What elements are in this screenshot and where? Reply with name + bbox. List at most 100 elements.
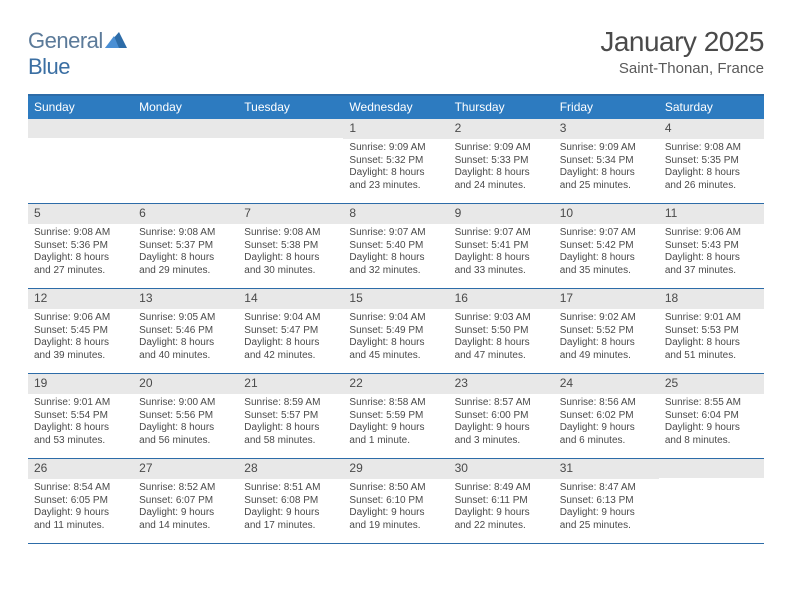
detail-line-sunrise: Sunrise: 8:57 AM (455, 397, 548, 410)
logo: GeneralBlue (28, 28, 127, 80)
detail-line-sunrise: Sunrise: 9:01 AM (34, 397, 127, 410)
day-details (133, 138, 238, 145)
detail-line-dl2: and 23 minutes. (349, 180, 442, 193)
day-details: Sunrise: 8:49 AMSunset: 6:11 PMDaylight:… (449, 479, 554, 536)
week-row: 26Sunrise: 8:54 AMSunset: 6:05 PMDayligh… (28, 459, 764, 544)
day-header: Sunday (28, 96, 133, 119)
day-details: Sunrise: 9:08 AMSunset: 5:36 PMDaylight:… (28, 224, 133, 281)
detail-line-dl1: Daylight: 8 hours (34, 422, 127, 435)
logo-general: General (28, 28, 103, 53)
detail-line-sunset: Sunset: 5:54 PM (34, 410, 127, 423)
detail-line-dl1: Daylight: 8 hours (455, 337, 548, 350)
day-number: 18 (659, 289, 764, 309)
detail-line-dl1: Daylight: 8 hours (455, 167, 548, 180)
day-number: 1 (343, 119, 448, 139)
day-details: Sunrise: 9:07 AMSunset: 5:40 PMDaylight:… (343, 224, 448, 281)
detail-line-sunrise: Sunrise: 9:07 AM (349, 227, 442, 240)
week-row: 19Sunrise: 9:01 AMSunset: 5:54 PMDayligh… (28, 374, 764, 459)
detail-line-dl1: Daylight: 8 hours (139, 252, 232, 265)
detail-line-sunrise: Sunrise: 9:07 AM (455, 227, 548, 240)
detail-line-sunrise: Sunrise: 8:55 AM (665, 397, 758, 410)
day-number: 31 (554, 459, 659, 479)
day-details: Sunrise: 8:54 AMSunset: 6:05 PMDaylight:… (28, 479, 133, 536)
detail-line-dl2: and 25 minutes. (560, 520, 653, 533)
day-details: Sunrise: 9:06 AMSunset: 5:43 PMDaylight:… (659, 224, 764, 281)
detail-line-sunset: Sunset: 5:43 PM (665, 240, 758, 253)
day-cell: 28Sunrise: 8:51 AMSunset: 6:08 PMDayligh… (238, 459, 343, 543)
detail-line-sunrise: Sunrise: 9:07 AM (560, 227, 653, 240)
detail-line-dl2: and 32 minutes. (349, 265, 442, 278)
day-details: Sunrise: 9:03 AMSunset: 5:50 PMDaylight:… (449, 309, 554, 366)
day-cell: 7Sunrise: 9:08 AMSunset: 5:38 PMDaylight… (238, 204, 343, 288)
detail-line-dl2: and 14 minutes. (139, 520, 232, 533)
day-header-row: Sunday Monday Tuesday Wednesday Thursday… (28, 96, 764, 119)
day-number: 7 (238, 204, 343, 224)
day-details: Sunrise: 9:01 AMSunset: 5:53 PMDaylight:… (659, 309, 764, 366)
week-row: 1Sunrise: 9:09 AMSunset: 5:32 PMDaylight… (28, 119, 764, 204)
detail-line-sunrise: Sunrise: 9:09 AM (349, 142, 442, 155)
detail-line-dl2: and 51 minutes. (665, 350, 758, 363)
day-details: Sunrise: 9:06 AMSunset: 5:45 PMDaylight:… (28, 309, 133, 366)
detail-line-dl2: and 8 minutes. (665, 435, 758, 448)
day-details: Sunrise: 9:02 AMSunset: 5:52 PMDaylight:… (554, 309, 659, 366)
detail-line-sunset: Sunset: 5:53 PM (665, 325, 758, 338)
detail-line-sunset: Sunset: 5:47 PM (244, 325, 337, 338)
detail-line-sunrise: Sunrise: 9:09 AM (455, 142, 548, 155)
day-details: Sunrise: 8:51 AMSunset: 6:08 PMDaylight:… (238, 479, 343, 536)
day-cell: 12Sunrise: 9:06 AMSunset: 5:45 PMDayligh… (28, 289, 133, 373)
detail-line-dl1: Daylight: 9 hours (560, 422, 653, 435)
header: GeneralBlue January 2025 Saint-Thonan, F… (28, 26, 764, 80)
detail-line-sunrise: Sunrise: 8:52 AM (139, 482, 232, 495)
day-details: Sunrise: 8:56 AMSunset: 6:02 PMDaylight:… (554, 394, 659, 451)
day-cell: 9Sunrise: 9:07 AMSunset: 5:41 PMDaylight… (449, 204, 554, 288)
day-cell: 22Sunrise: 8:58 AMSunset: 5:59 PMDayligh… (343, 374, 448, 458)
detail-line-sunrise: Sunrise: 8:51 AM (244, 482, 337, 495)
day-details: Sunrise: 9:08 AMSunset: 5:37 PMDaylight:… (133, 224, 238, 281)
day-cell: 23Sunrise: 8:57 AMSunset: 6:00 PMDayligh… (449, 374, 554, 458)
detail-line-dl2: and 56 minutes. (139, 435, 232, 448)
detail-line-dl1: Daylight: 9 hours (139, 507, 232, 520)
day-number: 9 (449, 204, 554, 224)
detail-line-dl1: Daylight: 8 hours (560, 337, 653, 350)
day-header: Wednesday (343, 96, 448, 119)
day-number: 22 (343, 374, 448, 394)
day-number: 4 (659, 119, 764, 139)
day-cell: 20Sunrise: 9:00 AMSunset: 5:56 PMDayligh… (133, 374, 238, 458)
day-cell (659, 459, 764, 543)
detail-line-sunset: Sunset: 5:45 PM (34, 325, 127, 338)
day-cell: 4Sunrise: 9:08 AMSunset: 5:35 PMDaylight… (659, 119, 764, 203)
detail-line-sunrise: Sunrise: 8:50 AM (349, 482, 442, 495)
detail-line-dl1: Daylight: 8 hours (665, 167, 758, 180)
day-cell: 11Sunrise: 9:06 AMSunset: 5:43 PMDayligh… (659, 204, 764, 288)
detail-line-dl1: Daylight: 8 hours (560, 167, 653, 180)
day-number: 17 (554, 289, 659, 309)
detail-line-sunset: Sunset: 6:02 PM (560, 410, 653, 423)
day-details: Sunrise: 9:07 AMSunset: 5:42 PMDaylight:… (554, 224, 659, 281)
month-title: January 2025 (600, 26, 764, 58)
day-cell: 16Sunrise: 9:03 AMSunset: 5:50 PMDayligh… (449, 289, 554, 373)
detail-line-dl1: Daylight: 8 hours (139, 422, 232, 435)
day-number (659, 459, 764, 478)
detail-line-dl1: Daylight: 9 hours (244, 507, 337, 520)
detail-line-dl2: and 45 minutes. (349, 350, 442, 363)
detail-line-dl1: Daylight: 9 hours (560, 507, 653, 520)
detail-line-sunset: Sunset: 5:56 PM (139, 410, 232, 423)
detail-line-sunset: Sunset: 5:57 PM (244, 410, 337, 423)
title-block: January 2025 Saint-Thonan, France (600, 26, 764, 77)
detail-line-sunrise: Sunrise: 8:54 AM (34, 482, 127, 495)
detail-line-sunset: Sunset: 5:37 PM (139, 240, 232, 253)
day-cell: 26Sunrise: 8:54 AMSunset: 6:05 PMDayligh… (28, 459, 133, 543)
day-cell: 6Sunrise: 9:08 AMSunset: 5:37 PMDaylight… (133, 204, 238, 288)
day-cell: 3Sunrise: 9:09 AMSunset: 5:34 PMDaylight… (554, 119, 659, 203)
day-cell: 30Sunrise: 8:49 AMSunset: 6:11 PMDayligh… (449, 459, 554, 543)
day-cell: 29Sunrise: 8:50 AMSunset: 6:10 PMDayligh… (343, 459, 448, 543)
detail-line-dl2: and 3 minutes. (455, 435, 548, 448)
detail-line-sunrise: Sunrise: 9:06 AM (34, 312, 127, 325)
detail-line-sunset: Sunset: 5:35 PM (665, 155, 758, 168)
day-details: Sunrise: 9:09 AMSunset: 5:34 PMDaylight:… (554, 139, 659, 196)
day-number: 28 (238, 459, 343, 479)
detail-line-dl2: and 35 minutes. (560, 265, 653, 278)
detail-line-sunrise: Sunrise: 8:47 AM (560, 482, 653, 495)
day-details: Sunrise: 8:55 AMSunset: 6:04 PMDaylight:… (659, 394, 764, 451)
detail-line-sunrise: Sunrise: 9:00 AM (139, 397, 232, 410)
